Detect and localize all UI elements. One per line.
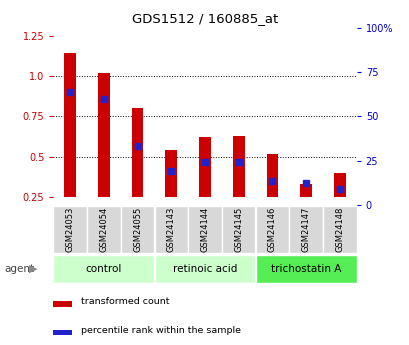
Bar [64, 53, 76, 197]
Text: agent: agent [4, 264, 34, 274]
Bar [199, 137, 210, 197]
Bar [53, 330, 72, 335]
FancyBboxPatch shape [154, 255, 255, 283]
FancyBboxPatch shape [188, 206, 221, 253]
Text: GSM24145: GSM24145 [234, 207, 243, 252]
FancyBboxPatch shape [154, 206, 187, 253]
Bar [299, 184, 311, 197]
FancyBboxPatch shape [87, 206, 120, 253]
Text: control: control [85, 264, 122, 274]
Text: retinoic acid: retinoic acid [173, 264, 237, 274]
Bar [333, 173, 345, 197]
Bar [98, 73, 110, 197]
Text: transformed count: transformed count [81, 297, 169, 306]
Title: GDS1512 / 160885_at: GDS1512 / 160885_at [132, 12, 277, 25]
FancyBboxPatch shape [322, 206, 356, 253]
Text: percentile rank within the sample: percentile rank within the sample [81, 326, 240, 335]
Text: trichostatin A: trichostatin A [270, 264, 341, 274]
Text: GSM24055: GSM24055 [133, 207, 142, 252]
Text: GSM24054: GSM24054 [99, 207, 108, 252]
FancyBboxPatch shape [222, 206, 255, 253]
Text: GSM24144: GSM24144 [200, 207, 209, 252]
Bar [266, 154, 278, 197]
Bar [232, 136, 244, 197]
Text: ▶: ▶ [29, 264, 37, 274]
FancyBboxPatch shape [255, 206, 288, 253]
Bar [53, 301, 72, 307]
FancyBboxPatch shape [255, 255, 356, 283]
Bar [165, 150, 177, 197]
Text: GSM24143: GSM24143 [166, 207, 175, 252]
Text: GSM24053: GSM24053 [65, 207, 74, 252]
FancyBboxPatch shape [53, 255, 154, 283]
FancyBboxPatch shape [53, 206, 87, 253]
Text: GSM24148: GSM24148 [335, 207, 344, 252]
Text: GSM24146: GSM24146 [267, 207, 276, 252]
Text: GSM24147: GSM24147 [301, 207, 310, 252]
FancyBboxPatch shape [289, 206, 322, 253]
Bar [131, 108, 143, 197]
FancyBboxPatch shape [121, 206, 154, 253]
